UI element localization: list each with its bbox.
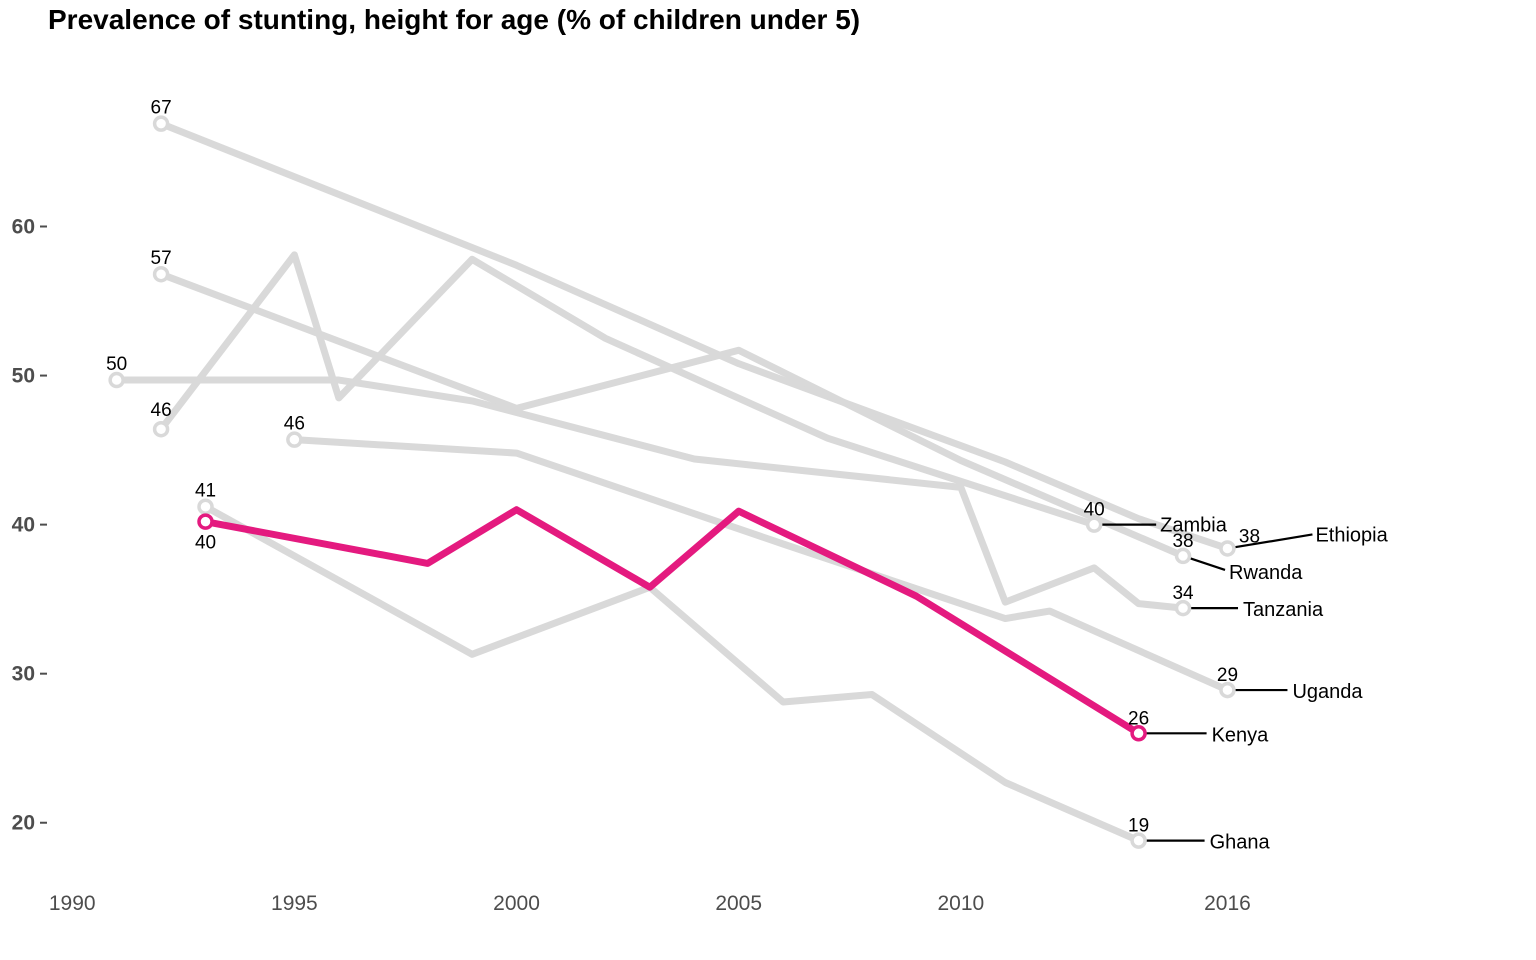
data-label-start-ethiopia: 67 [151, 98, 172, 119]
chart-title: Prevalence of stunting, height for age (… [48, 4, 861, 35]
series-lines [113, 120, 1231, 845]
point-end-ghana [1130, 832, 1147, 849]
y-tick-label-20: 20 [12, 812, 35, 835]
x-tick-label-1995: 1995 [271, 892, 318, 915]
point-start-uganda [286, 431, 303, 448]
series-line-zambia [157, 251, 1098, 529]
series-line-ghana [202, 503, 1143, 845]
data-label-start-rwanda: 57 [151, 248, 172, 269]
data-label-end-uganda: 29 [1217, 665, 1238, 686]
data-label-start-uganda: 46 [284, 414, 305, 435]
data-label-end-zambia: 40 [1084, 500, 1105, 521]
x-tick-label-2016: 2016 [1204, 892, 1251, 915]
x-tick-label-2010: 2010 [938, 892, 985, 915]
point-start-zambia [152, 420, 170, 438]
point-start-tanzania [108, 371, 125, 389]
series-label-uganda: Uganda [1292, 681, 1363, 703]
point-start-ghana [197, 498, 214, 515]
y-tick-label-50: 50 [12, 365, 35, 388]
point-start-rwanda [152, 265, 170, 283]
data-label-start-zambia: 46 [151, 400, 172, 421]
point-end-zambia [1085, 516, 1103, 533]
axes: 20 30 40 50 60 1990 1995 2000 2005 2010 2016 [12, 216, 1251, 915]
point-start-kenya [197, 513, 214, 530]
series-label-kenya: Kenya [1212, 724, 1270, 746]
data-label-end-kenya: 26 [1128, 708, 1149, 729]
point-end-ethiopia [1219, 540, 1236, 557]
point-start-ethiopia [152, 115, 170, 132]
data-label-end-rwanda: 38 [1172, 531, 1193, 552]
series-line-tanzania [113, 376, 1187, 612]
leader-line-ethiopia [1227, 533, 1313, 550]
data-label-end-ethiopia: 38 [1239, 526, 1260, 547]
x-tick-label-2005: 2005 [715, 892, 762, 915]
series-line-rwanda [157, 270, 1187, 560]
data-label-start-tanzania: 50 [106, 354, 127, 375]
series-label-ethiopia: Ethiopia [1315, 524, 1388, 546]
data-label-end-tanzania: 34 [1172, 583, 1194, 604]
series-points [108, 115, 1236, 849]
y-tick-label-60: 60 [12, 216, 35, 239]
series-label-ghana: Ghana [1210, 832, 1271, 854]
series-line-kenya [202, 506, 1143, 737]
series-line-uganda [290, 436, 1231, 694]
x-tick-label-2000: 2000 [493, 892, 540, 915]
y-tick-label-40: 40 [12, 514, 35, 537]
point-end-tanzania [1174, 599, 1192, 617]
data-label-start-ghana: 41 [195, 481, 216, 502]
point-end-kenya [1130, 725, 1147, 742]
series-label-tanzania: Tanzania [1243, 599, 1324, 621]
point-end-rwanda [1174, 547, 1192, 565]
x-tick-label-1990: 1990 [49, 892, 96, 915]
data-label-start-kenya: 40 [195, 533, 216, 554]
series-label-rwanda: Rwanda [1229, 562, 1303, 584]
point-end-uganda [1219, 681, 1236, 699]
point-labels: Ethiopia6738Rwanda5738Zambia4640Tanzania… [106, 98, 1389, 854]
y-tick-label-30: 30 [12, 663, 35, 686]
data-label-end-ghana: 19 [1128, 816, 1149, 837]
series-label-zambia: Zambia [1160, 515, 1228, 537]
